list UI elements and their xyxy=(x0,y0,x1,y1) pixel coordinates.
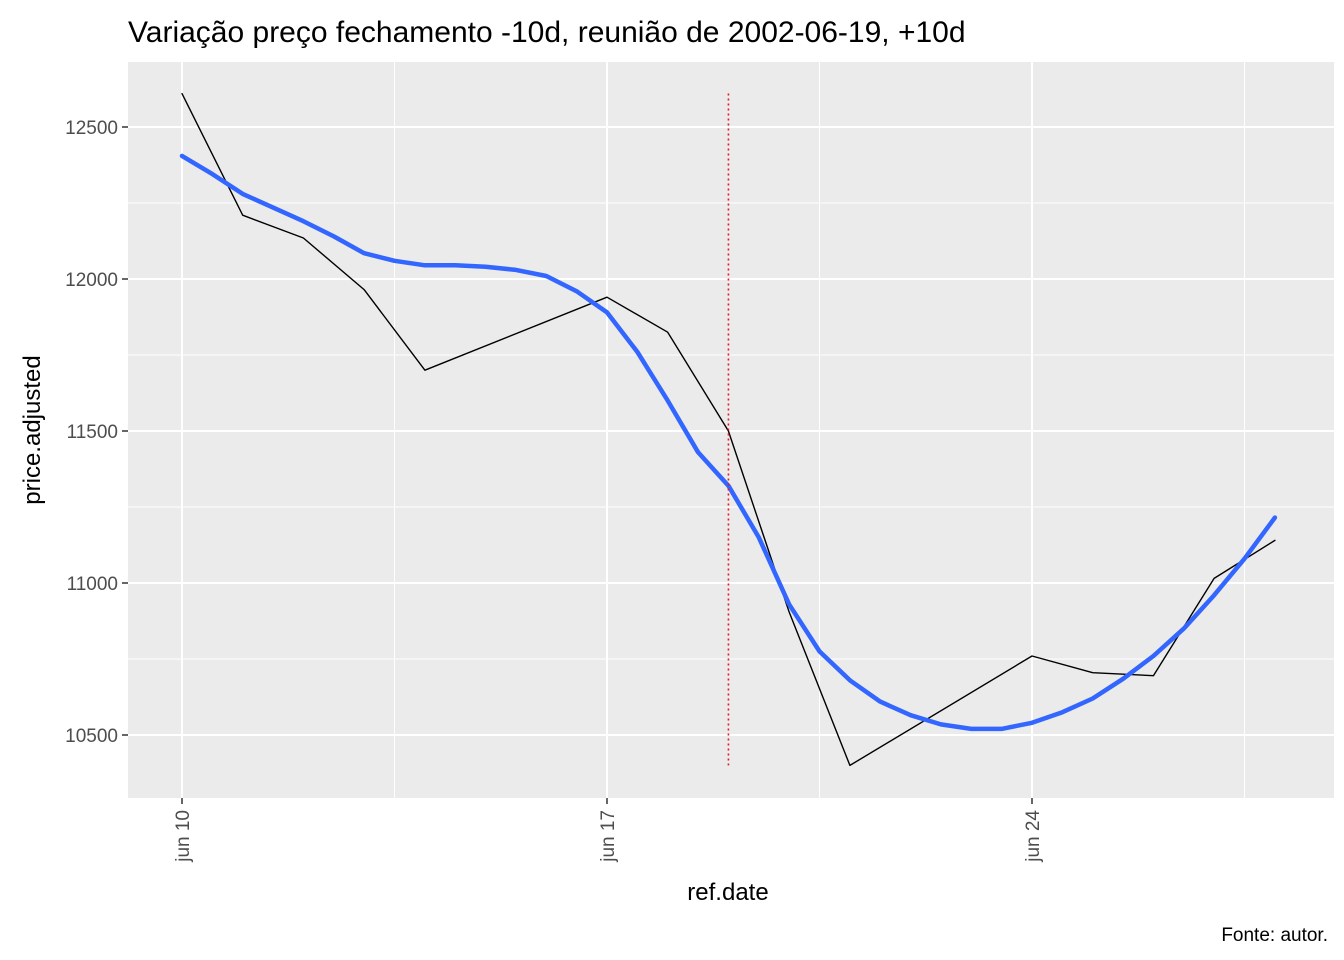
y-tick-label: 11000 xyxy=(67,574,118,595)
y-axis-ticks: 10500 11000 11500 12000 12500 xyxy=(65,118,128,747)
x-axis-title: ref.date xyxy=(687,879,768,906)
x-axis-ticks: jun 10 jun 17 jun 24 xyxy=(173,798,1044,863)
y-tick-label: 12000 xyxy=(65,270,118,291)
chart-caption: Fonte: autor. xyxy=(1221,925,1328,946)
grid-major xyxy=(128,62,1334,798)
y-tick-label: 11500 xyxy=(67,422,118,443)
y-tick-label: 10500 xyxy=(65,726,118,747)
x-tick-label: jun 10 xyxy=(173,810,194,863)
smooth-trend-line xyxy=(179,153,1278,732)
x-tick-label: jun 17 xyxy=(598,810,619,863)
chart-title: Variação preço fechamento -10d, reunião … xyxy=(128,16,966,49)
series-layer xyxy=(179,92,1278,767)
price-line xyxy=(181,92,1276,767)
y-tick-label: 12500 xyxy=(65,118,118,139)
y-axis-title: price.adjusted xyxy=(19,355,46,504)
x-tick-label: jun 24 xyxy=(1023,810,1044,863)
